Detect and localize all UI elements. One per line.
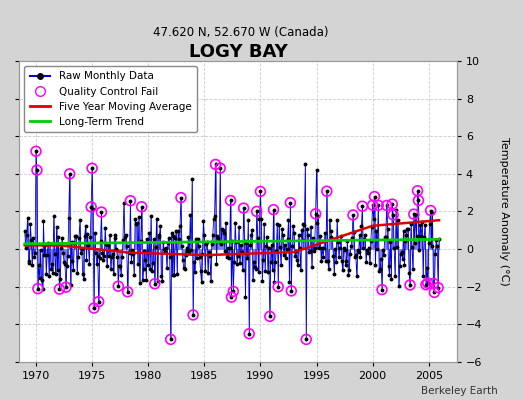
Quality Control Fail [429, 280, 438, 287]
Raw Monthly Data [256, 216, 263, 221]
Quality Control Fail [286, 200, 294, 206]
Quality Control Fail [427, 207, 435, 214]
Quality Control Fail [62, 284, 70, 290]
Quality Control Fail [388, 201, 397, 207]
Line: Five Year Moving Average: Five Year Moving Average [25, 220, 439, 255]
Quality Control Fail [32, 167, 41, 173]
Quality Control Fail [177, 194, 185, 201]
Quality Control Fail [55, 286, 63, 292]
Quality Control Fail [32, 148, 40, 154]
Raw Monthly Data [168, 337, 174, 342]
Five Year Moving Average [155, 251, 161, 256]
Quality Control Fail [256, 188, 265, 195]
Quality Control Fail [137, 204, 146, 210]
Quality Control Fail [406, 282, 414, 288]
Text: Berkeley Earth: Berkeley Earth [421, 386, 498, 396]
Quality Control Fail [216, 165, 224, 171]
Long-Term Trend [170, 240, 177, 245]
Quality Control Fail [88, 165, 96, 172]
Quality Control Fail [211, 161, 220, 168]
Legend: Raw Monthly Data, Quality Control Fail, Five Year Moving Average, Long-Term Tren: Raw Monthly Data, Quality Control Fail, … [25, 66, 196, 132]
Five Year Moving Average [255, 251, 261, 256]
Title: LOGY BAY: LOGY BAY [189, 43, 287, 61]
Quality Control Fail [287, 288, 296, 294]
Quality Control Fail [302, 336, 310, 342]
Quality Control Fail [239, 205, 248, 211]
Raw Monthly Data [28, 238, 35, 243]
Long-Term Trend [255, 239, 261, 244]
Quality Control Fail [370, 193, 379, 200]
Long-Term Trend [436, 237, 442, 242]
Quality Control Fail [229, 288, 237, 294]
Long-Term Trend [160, 240, 166, 245]
Quality Control Fail [114, 283, 123, 289]
Quality Control Fail [66, 171, 74, 177]
Long-Term Trend [155, 240, 161, 245]
Quality Control Fail [423, 280, 432, 286]
Quality Control Fail [413, 188, 422, 194]
Quality Control Fail [374, 202, 383, 208]
Quality Control Fail [167, 336, 175, 342]
Quality Control Fail [323, 188, 331, 194]
Quality Control Fail [422, 282, 430, 288]
Text: 47.620 N, 52.670 W (Canada): 47.620 N, 52.670 W (Canada) [154, 26, 329, 39]
Quality Control Fail [383, 202, 391, 209]
Five Year Moving Average [170, 252, 177, 256]
Quality Control Fail [358, 203, 367, 210]
Quality Control Fail [90, 305, 98, 311]
Quality Control Fail [311, 211, 320, 217]
Five Year Moving Average [167, 252, 173, 256]
Five Year Moving Average [160, 251, 166, 256]
Quality Control Fail [269, 206, 278, 213]
Quality Control Fail [34, 286, 42, 292]
Quality Control Fail [274, 284, 282, 290]
Quality Control Fail [378, 286, 386, 293]
Raw Monthly Data [172, 236, 179, 240]
Quality Control Fail [124, 288, 132, 295]
Five Year Moving Average [21, 243, 28, 248]
Quality Control Fail [410, 211, 418, 217]
Line: Raw Monthly Data: Raw Monthly Data [24, 150, 440, 341]
Y-axis label: Temperature Anomaly (°C): Temperature Anomaly (°C) [499, 137, 509, 286]
Quality Control Fail [245, 330, 254, 337]
Quality Control Fail [368, 202, 377, 208]
Five Year Moving Average [28, 243, 35, 248]
Raw Monthly Data [161, 247, 167, 252]
Line: Long-Term Trend: Long-Term Trend [25, 239, 439, 244]
Quality Control Fail [150, 281, 159, 287]
Five Year Moving Average [201, 253, 208, 258]
Quality Control Fail [126, 198, 135, 204]
Quality Control Fail [253, 208, 261, 215]
Quality Control Fail [87, 204, 95, 210]
Raw Monthly Data [155, 234, 161, 239]
Quality Control Fail [430, 289, 439, 296]
Quality Control Fail [414, 197, 423, 204]
Raw Monthly Data [436, 236, 442, 241]
Five Year Moving Average [436, 218, 442, 223]
Quality Control Fail [97, 209, 106, 215]
Quality Control Fail [189, 312, 198, 318]
Quality Control Fail [389, 212, 397, 218]
Raw Monthly Data [21, 229, 28, 234]
Quality Control Fail [226, 197, 235, 204]
Quality Control Fail [266, 313, 274, 320]
Long-Term Trend [28, 241, 35, 246]
Raw Monthly Data [33, 149, 39, 154]
Long-Term Trend [435, 237, 441, 242]
Quality Control Fail [227, 294, 236, 300]
Quality Control Fail [94, 298, 103, 305]
Raw Monthly Data [168, 230, 174, 235]
Quality Control Fail [349, 212, 357, 218]
Long-Term Trend [21, 242, 28, 246]
Quality Control Fail [434, 284, 442, 291]
